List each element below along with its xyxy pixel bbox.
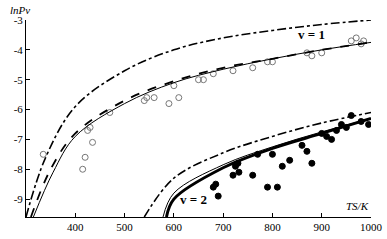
svg-text:lnPv: lnPv (10, 4, 30, 16)
svg-text:-8: -8 (14, 163, 24, 175)
svg-text:-6: -6 (14, 103, 24, 115)
svg-text:-7: -7 (14, 133, 24, 145)
svg-text:800: 800 (264, 221, 281, 233)
svg-text:TS/K: TS/K (346, 200, 369, 212)
svg-text:1000: 1000 (360, 221, 383, 233)
svg-text:700: 700 (215, 221, 232, 233)
svg-text:-4: -4 (14, 44, 24, 56)
svg-text:-3: -3 (14, 14, 24, 26)
svg-text:900: 900 (313, 221, 330, 233)
svg-text:600: 600 (166, 221, 183, 233)
svg-text:400: 400 (67, 221, 84, 233)
svg-text:-9: -9 (14, 193, 24, 205)
svg-text:v = 1: v = 1 (298, 27, 325, 42)
svg-text:500: 500 (116, 221, 133, 233)
svg-text:-5: -5 (14, 74, 24, 86)
svg-text:v = 2: v = 2 (180, 192, 207, 207)
